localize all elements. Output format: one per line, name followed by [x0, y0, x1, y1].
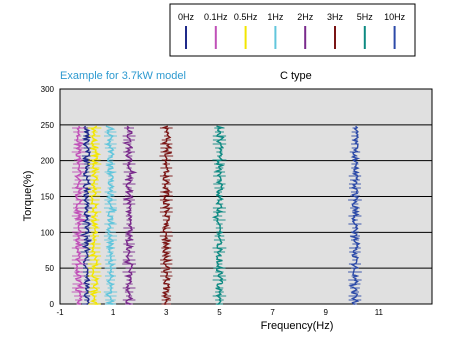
x-tick-label: 9 — [323, 308, 328, 317]
x-axis-label: Frequency(Hz) — [261, 320, 334, 332]
x-tick-label: 7 — [270, 308, 275, 317]
annotation: Example for 3.7kW model — [60, 70, 186, 82]
series-0_5Hz — [87, 125, 102, 305]
y-tick-label: 100 — [41, 228, 55, 237]
y-tick-label: 200 — [41, 157, 55, 166]
y-tick-label: 300 — [41, 85, 55, 94]
legend-label: 5Hz — [357, 12, 374, 22]
y-tick-label: 150 — [41, 193, 55, 202]
x-tick-label: 11 — [375, 308, 384, 317]
x-tick-label: 3 — [164, 308, 169, 317]
y-axis-ticks: 0 50 100 150 200 250 300 — [41, 85, 55, 309]
series-5Hz — [211, 125, 227, 305]
y-tick-label: 250 — [41, 121, 55, 130]
legend: 0Hz 0.1Hz 0.5Hz 1Hz 2Hz 3Hz 5Hz 10Hz — [178, 12, 406, 49]
chart-title: C type — [280, 70, 312, 82]
legend-label: 0.5Hz — [234, 12, 258, 22]
x-axis-ticks: -1 1 3 5 7 9 11 — [56, 308, 383, 317]
grid-lines — [60, 124, 432, 269]
legend-label: 10Hz — [384, 12, 406, 22]
x-tick-label: 5 — [217, 308, 222, 317]
x-tick-label: -1 — [56, 308, 64, 317]
legend-label: 0Hz — [178, 12, 195, 22]
series-0_1Hz — [71, 125, 86, 305]
x-tick-label: 1 — [111, 308, 116, 317]
legend-box — [169, 3, 416, 57]
y-tick-label: 0 — [50, 300, 55, 309]
series-group — [71, 125, 362, 305]
legend-label: 3Hz — [327, 12, 344, 22]
legend-label: 1Hz — [267, 12, 284, 22]
legend-label: 2Hz — [297, 12, 314, 22]
y-tick-label: 50 — [45, 264, 54, 273]
series-2Hz — [121, 125, 138, 305]
y-axis-label: Torque(%) — [22, 171, 34, 222]
series-1Hz — [103, 125, 118, 305]
series-3Hz — [159, 125, 174, 305]
legend-label: 0.1Hz — [204, 12, 228, 22]
series-10Hz — [348, 125, 362, 305]
